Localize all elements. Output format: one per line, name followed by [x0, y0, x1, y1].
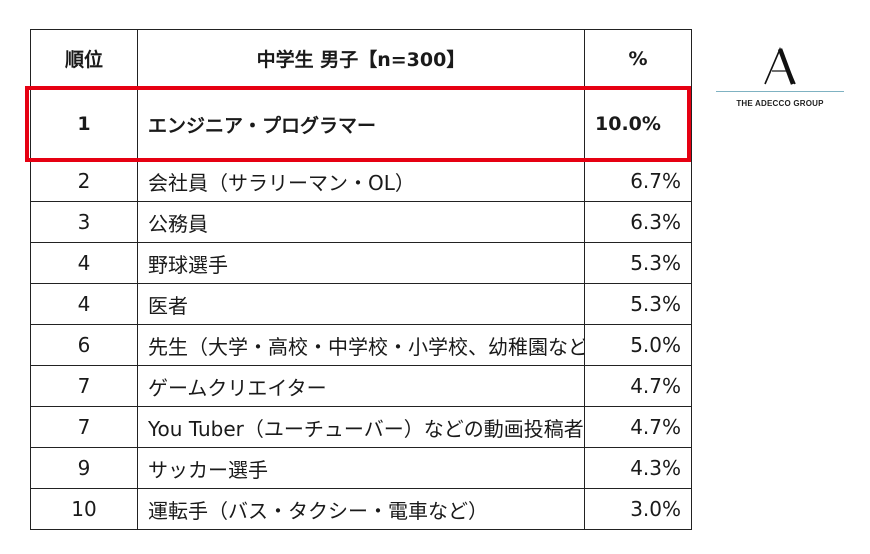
table-row: 3 公務員 6.3% — [30, 201, 692, 243]
table-row: 4 野球選手 5.3% — [30, 242, 692, 284]
job-cell: エンジニア・プログラマー — [137, 87, 585, 161]
rank-cell: 7 — [30, 406, 138, 448]
table-row: 2 会社員（サラリーマン・OL） 6.7% — [30, 160, 692, 202]
rank-cell: 2 — [30, 160, 138, 202]
table-row: 10 運転手（バス・タクシー・電車など） 3.0% — [30, 488, 692, 530]
header-job: 中学生 男子【n=300】 — [137, 29, 585, 88]
job-cell: 野球選手 — [137, 242, 585, 284]
table-row: 7 ゲームクリエイター 4.7% — [30, 365, 692, 407]
rank-cell: 7 — [30, 365, 138, 407]
percent-cell: 5.3% — [584, 283, 692, 325]
rank-cell: 4 — [30, 242, 138, 284]
percent-cell: 5.3% — [584, 242, 692, 284]
percent-cell: 4.7% — [584, 406, 692, 448]
adecco-logo: THE ADECCO GROUP — [716, 46, 844, 110]
percent-cell: 4.7% — [584, 365, 692, 407]
percent-cell: 4.3% — [584, 447, 692, 489]
table-row: 7 You Tuber（ユーチューバー）などの動画投稿者 4.7% — [30, 406, 692, 448]
job-cell: 会社員（サラリーマン・OL） — [137, 160, 585, 202]
percent-cell: 5.0% — [584, 324, 692, 366]
table-row: 9 サッカー選手 4.3% — [30, 447, 692, 489]
header-rank: 順位 — [30, 29, 138, 88]
job-cell: You Tuber（ユーチューバー）などの動画投稿者 — [137, 406, 585, 448]
percent-cell: 6.3% — [584, 201, 692, 243]
logo-text: THE ADECCO GROUP — [736, 99, 824, 108]
job-cell: ゲームクリエイター — [137, 365, 585, 407]
percent-cell: 6.7% — [584, 160, 692, 202]
job-cell: 医者 — [137, 283, 585, 325]
header-percent: % — [584, 29, 692, 88]
table-row: 1 エンジニア・プログラマー 10.0% — [30, 87, 692, 161]
logo-divider — [716, 91, 844, 92]
rank-cell: 4 — [30, 283, 138, 325]
job-cell: サッカー選手 — [137, 447, 585, 489]
percent-cell: 3.0% — [584, 488, 692, 530]
job-cell: 運転手（バス・タクシー・電車など） — [137, 488, 585, 530]
table-row: 4 医者 5.3% — [30, 283, 692, 325]
rank-cell: 10 — [30, 488, 138, 530]
rank-cell: 9 — [30, 447, 138, 489]
rank-cell: 3 — [30, 201, 138, 243]
table-row: 6 先生（大学・高校・中学校・小学校、幼稚園など） 5.0% — [30, 324, 692, 366]
percent-cell: 10.0% — [584, 87, 692, 161]
rank-cell: 6 — [30, 324, 138, 366]
ranking-table: 順位 中学生 男子【n=300】 % 1 エンジニア・プログラマー 10.0% … — [30, 29, 692, 530]
rank-cell: 1 — [30, 87, 138, 161]
adecco-a-logo-icon — [764, 46, 796, 85]
table-header-row: 順位 中学生 男子【n=300】 % — [30, 29, 692, 88]
job-cell: 公務員 — [137, 201, 585, 243]
job-cell: 先生（大学・高校・中学校・小学校、幼稚園など） — [137, 324, 585, 366]
